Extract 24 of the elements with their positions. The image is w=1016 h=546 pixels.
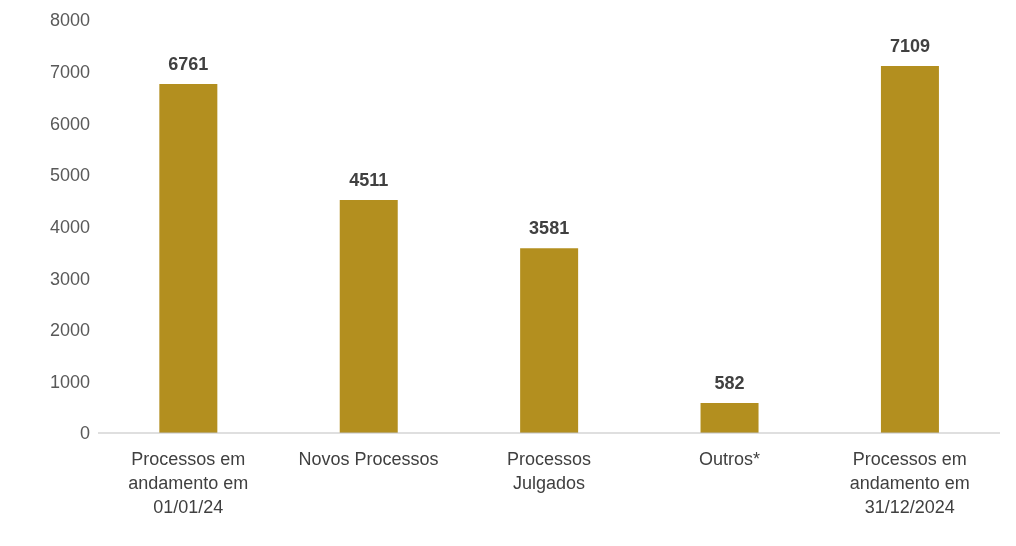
- data-label: 6761: [168, 53, 209, 74]
- x-tick-label: Novos Processos: [298, 449, 439, 469]
- bar: [880, 66, 939, 433]
- y-tick-label: 7000: [49, 62, 90, 83]
- data-label: 582: [714, 372, 745, 393]
- x-tick-label: Processos Julgados: [506, 449, 592, 493]
- y-tick-label: 4000: [49, 216, 90, 237]
- x-tick-label: Outros*: [698, 449, 760, 469]
- data-label: 3581: [529, 218, 570, 239]
- data-label: 7109: [889, 36, 930, 56]
- y-tick-label: 2000: [49, 320, 90, 341]
- bar: [700, 402, 759, 433]
- x-tick-label: Processos em andamento em 31/12/2024: [849, 449, 970, 517]
- y-tick-label: 0: [79, 423, 90, 444]
- y-tick-label: 6000: [49, 113, 90, 134]
- bar: [520, 248, 579, 433]
- bar: [159, 83, 218, 433]
- bar: [339, 200, 398, 433]
- data-label: 4511: [349, 170, 389, 191]
- y-tick-label: 8000: [49, 10, 90, 31]
- y-tick-label: 1000: [49, 371, 90, 392]
- x-tick-label: Processos em andamento em 01/01/24: [128, 449, 249, 517]
- y-tick-label: 3000: [49, 268, 90, 289]
- y-tick-label: 5000: [49, 165, 90, 186]
